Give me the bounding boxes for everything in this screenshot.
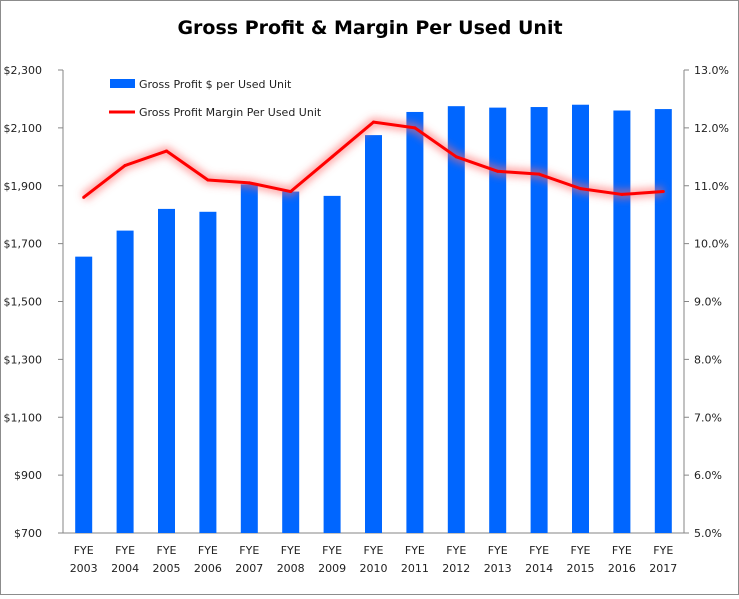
x-tick-label: FYE [239, 544, 259, 557]
line-point [247, 181, 251, 185]
x-tick-label: 2011 [401, 562, 429, 575]
x-tick-label: 2013 [484, 562, 512, 575]
left-tick-label: $2,300 [4, 64, 43, 77]
line-point [206, 178, 210, 182]
legend-bar-label: Gross Profit $ per Used Unit [139, 78, 292, 91]
x-tick-label: FYE [74, 544, 94, 557]
x-tick-label: FYE [446, 544, 466, 557]
bar [365, 135, 382, 533]
right-tick-label: 6.0% [694, 469, 722, 482]
bar [199, 211, 217, 533]
right-tick-label: 5.0% [694, 527, 722, 540]
right-tick-label: 8.0% [694, 353, 722, 366]
x-tick-label: 2008 [277, 562, 305, 575]
bar [323, 195, 341, 534]
bar [116, 230, 134, 533]
bar [613, 110, 631, 533]
bar [572, 104, 589, 533]
right-tick-label: 12.0% [694, 122, 729, 135]
bar [282, 191, 300, 533]
line-point [661, 190, 665, 194]
x-tick-label: 2006 [194, 562, 222, 575]
x-tick-label: 2009 [318, 562, 346, 575]
x-tick-label: 2017 [649, 562, 677, 575]
x-tick-label: FYE [571, 544, 591, 557]
bar [489, 107, 507, 534]
line-point [620, 192, 624, 196]
line-point [454, 155, 458, 159]
x-tick-label: FYE [612, 544, 632, 557]
right-tick-label: 7.0% [694, 411, 722, 424]
line-point [372, 120, 375, 124]
left-tick-label: $1,900 [4, 180, 43, 193]
right-tick-label: 9.0% [694, 296, 722, 309]
x-tick-label: FYE [157, 544, 177, 557]
bar [75, 256, 93, 533]
chart-title: Gross Profit & Margin Per Used Unit [177, 17, 562, 39]
line-point [537, 172, 541, 176]
bar [447, 106, 465, 533]
x-tick-label: FYE [322, 544, 342, 557]
bar [530, 107, 548, 533]
x-tick-label: FYE [281, 544, 301, 557]
x-tick-label: 2007 [235, 562, 263, 575]
x-tick-label: 2014 [525, 562, 553, 575]
left-tick-label: $2,100 [4, 122, 43, 135]
right-tick-label: 11.0% [694, 180, 729, 193]
x-tick-label: 2016 [608, 562, 636, 575]
line-point [579, 187, 582, 191]
legend: Gross Profit $ per Used Unit Gross Profi… [109, 78, 322, 119]
x-tick-label: FYE [364, 544, 384, 557]
bar [654, 109, 672, 534]
x-tick-label: FYE [488, 544, 508, 557]
right-tick-label: 13.0% [694, 64, 729, 77]
bar [240, 184, 258, 533]
bar [406, 111, 424, 533]
x-tick-label: FYE [405, 544, 425, 557]
x-tick-label: FYE [653, 544, 673, 557]
left-tick-label: $700 [14, 527, 42, 540]
line-point [123, 163, 127, 167]
bar [158, 208, 175, 533]
left-tick-label: $1,500 [4, 296, 43, 309]
legend-bar-swatch [110, 79, 135, 88]
right-tick-label: 10.0% [694, 238, 729, 251]
x-tick-label: 2005 [153, 562, 181, 575]
line-point [330, 155, 334, 159]
x-tick-label: 2015 [567, 562, 595, 575]
line-point [165, 149, 168, 153]
x-tick-label: FYE [529, 544, 549, 557]
line-point [413, 126, 417, 130]
line-point [82, 195, 86, 199]
left-tick-label: $1,300 [4, 353, 43, 366]
x-tick-label: FYE [198, 544, 218, 557]
line-point [496, 169, 500, 173]
x-tick-label: FYE [115, 544, 135, 557]
x-tick-label: 2003 [70, 562, 98, 575]
x-tick-label: 2004 [111, 562, 139, 575]
line-point [289, 190, 293, 194]
left-tick-label: $1,100 [4, 411, 43, 424]
x-tick-label: 2012 [442, 562, 470, 575]
left-tick-label: $1,700 [4, 238, 43, 251]
left-tick-label: $900 [14, 469, 42, 482]
legend-line-label: Gross Profit Margin Per Used Unit [139, 106, 322, 119]
x-tick-label: 2010 [360, 562, 388, 575]
